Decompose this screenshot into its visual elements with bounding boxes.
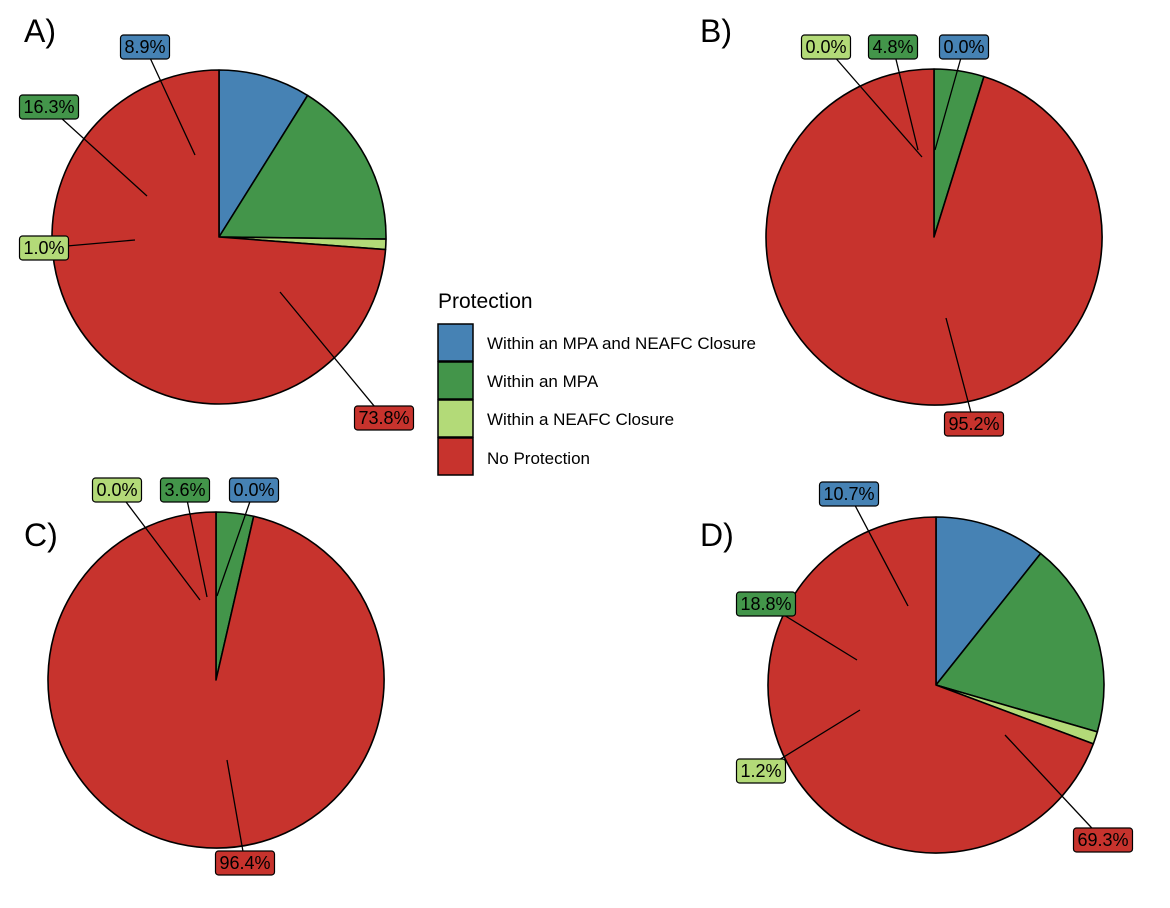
leader-line bbox=[825, 46, 923, 158]
legend-label-neafc: Within a NEAFC Closure bbox=[487, 410, 674, 429]
leader-line bbox=[934, 46, 965, 151]
pie-chart-c: C) 0.0% 3.6% 0.0% 96.4% bbox=[24, 477, 385, 876]
data-label: 4.8% bbox=[872, 37, 913, 57]
legend-swatch-mpa-neafc bbox=[437, 323, 474, 362]
data-label: 96.4% bbox=[219, 853, 270, 873]
data-label-box bbox=[943, 411, 1005, 437]
data-label: 10.7% bbox=[823, 484, 874, 504]
data-label-box bbox=[1072, 827, 1134, 853]
leader-line bbox=[144, 46, 196, 156]
pie-slice-no-protection bbox=[47, 511, 385, 849]
pie-chart-b: B) 0.0% 4.8% 0.0% 95.2% bbox=[700, 13, 1103, 437]
data-label-box bbox=[228, 477, 280, 503]
pie-chart-a: A) 8.9% 16.3% 1.0% 73.8% bbox=[18, 13, 415, 431]
data-label-box bbox=[214, 850, 276, 876]
data-label-box bbox=[353, 405, 415, 431]
leader-line bbox=[184, 489, 208, 598]
pie-slice-no-protection bbox=[51, 69, 387, 405]
data-label-box bbox=[800, 34, 852, 60]
pie-chart-d: D) 10.7% 18.8% 1.2% 69.3% bbox=[700, 481, 1134, 854]
legend-label-no-protection: No Protection bbox=[487, 449, 590, 468]
data-label: 0.0% bbox=[805, 37, 846, 57]
data-label: 0.0% bbox=[96, 480, 137, 500]
legend-swatch-no-protection bbox=[437, 437, 474, 476]
data-label: 95.2% bbox=[948, 414, 999, 434]
leader-line bbox=[892, 46, 919, 151]
legend-title: Protection bbox=[438, 290, 533, 313]
data-label: 1.2% bbox=[740, 761, 781, 781]
legend-label-mpa-neafc: Within an MPA and NEAFC Closure bbox=[487, 334, 756, 353]
pie-slice-no-protection bbox=[765, 68, 1103, 406]
data-label: 0.0% bbox=[233, 480, 274, 500]
data-label: 3.6% bbox=[164, 480, 205, 500]
data-label: 73.8% bbox=[358, 408, 409, 428]
data-label: 69.3% bbox=[1077, 830, 1128, 850]
leader-line bbox=[226, 759, 246, 864]
data-label-box bbox=[18, 235, 70, 261]
data-label: 1.0% bbox=[23, 238, 64, 258]
leader-line bbox=[1004, 734, 1104, 841]
data-label-box bbox=[18, 94, 80, 120]
leader-line bbox=[216, 489, 255, 597]
leader-line bbox=[945, 317, 975, 425]
legend-label-mpa: Within an MPA bbox=[487, 372, 599, 391]
data-label-box bbox=[735, 591, 797, 617]
leader-line bbox=[848, 493, 909, 607]
legend-swatch-mpa bbox=[437, 361, 474, 400]
data-label-box bbox=[938, 34, 990, 60]
data-label-box bbox=[159, 477, 211, 503]
data-label-box bbox=[735, 758, 787, 784]
pie-slice-mpa-neafc bbox=[218, 69, 309, 238]
pie-slice-no-protection bbox=[767, 516, 1095, 854]
data-label: 16.3% bbox=[23, 97, 74, 117]
data-label: 8.9% bbox=[124, 37, 165, 57]
panel-letter-b: B) bbox=[700, 13, 732, 49]
data-label-box bbox=[818, 481, 880, 507]
pie-slice-mpa bbox=[935, 552, 1105, 733]
data-label-box bbox=[119, 34, 171, 60]
data-label: 18.8% bbox=[740, 594, 791, 614]
panel-letter-a: A) bbox=[24, 13, 56, 49]
data-label: 0.0% bbox=[943, 37, 984, 57]
leader-line bbox=[48, 106, 148, 197]
panel-letter-c: C) bbox=[24, 517, 58, 553]
data-label-box bbox=[91, 477, 143, 503]
data-label-box bbox=[867, 34, 919, 60]
leader-line bbox=[116, 489, 201, 601]
pie-slice-mpa-neafc bbox=[935, 516, 1042, 686]
legend: Protection Within an MPA and NEAFC Closu… bbox=[437, 290, 756, 476]
panel-letter-d: D) bbox=[700, 517, 734, 553]
legend-swatch-neafc bbox=[437, 399, 474, 438]
pie-slice-mpa bbox=[218, 94, 387, 240]
leader-line bbox=[279, 291, 385, 419]
